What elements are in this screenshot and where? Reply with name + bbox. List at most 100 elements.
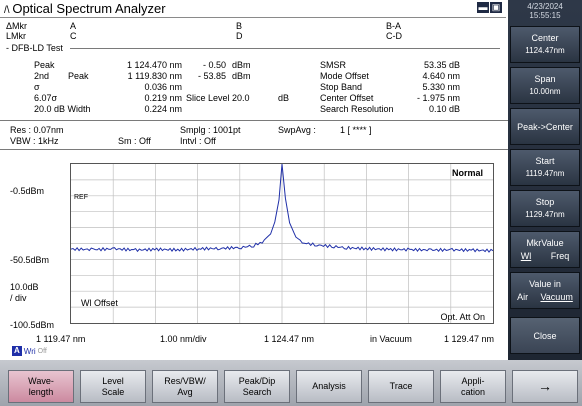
- section-rule: [70, 48, 500, 49]
- span-button-value: 10.00nm: [529, 87, 561, 96]
- marker-b-minus-a-label: B-A: [386, 21, 402, 31]
- level-scale-function-button[interactable]: Level Scale: [80, 370, 146, 403]
- optical-attenuator-label: Opt. Att On: [440, 312, 485, 322]
- peak-dip-search-function-button[interactable]: Peak/Dip Search: [224, 370, 290, 403]
- start-button-label: Start: [535, 156, 555, 166]
- stop-button-label: Stop: [535, 197, 555, 207]
- result-value: 53.35 dB: [423, 60, 460, 70]
- marker-value-options: Wl Freq: [511, 251, 579, 261]
- start-button-value: 1119.47nm: [525, 169, 565, 178]
- wavelength-offset-label: Wl Offset: [81, 298, 118, 308]
- value-in-label: Value in: [529, 279, 561, 289]
- marker-d-label: D: [236, 31, 243, 41]
- result-unit2: dB: [278, 93, 290, 103]
- display-mode-label: Normal: [451, 168, 483, 178]
- time-label: 15:55:15: [529, 11, 561, 20]
- span-button[interactable]: Span 10.00nm: [510, 67, 580, 104]
- result-value2: - 0.50: [202, 60, 226, 70]
- analysis-function-button[interactable]: Analysis: [296, 370, 362, 403]
- result-label: Search Resolution: [320, 104, 394, 114]
- trace-a-tag: A: [12, 346, 22, 356]
- reference-level-label: -0.5dBm: [10, 186, 45, 196]
- plot-grid: [71, 164, 493, 323]
- result-value: 0.10 dB: [428, 104, 460, 114]
- center-button-value: 1124.47nm: [525, 46, 565, 55]
- app-title: /\ Optical Spectrum Analyzer: [4, 1, 166, 16]
- marker-b-label: B: [236, 21, 243, 31]
- wavelength-function-button[interactable]: Wave- length: [8, 370, 74, 403]
- date-time: 4/23/2024 15:55:15: [509, 2, 581, 20]
- value-in-options: Air Vacuum: [511, 292, 579, 302]
- result-value: - 1.975 nm: [416, 93, 460, 103]
- x-per-div-label: 1.00 nm/div: [160, 334, 207, 344]
- result-value: 5.330 nm: [422, 82, 460, 92]
- vacuum-option[interactable]: Vacuum: [540, 292, 573, 302]
- smoothing-setting[interactable]: Sm : Off: [118, 136, 151, 146]
- close-button-label: Close: [533, 331, 557, 341]
- vbw-setting[interactable]: VBW : 1kHz: [10, 136, 59, 146]
- marker-value-button[interactable]: MkrValue Wl Freq: [510, 231, 580, 268]
- stop-button-value: 1129.47nm: [525, 210, 565, 219]
- sampling-setting[interactable]: Smplg : 1001pt: [180, 125, 241, 135]
- peak-to-center-button[interactable]: Peak->Center: [510, 108, 580, 145]
- result-value: 4.640 nm: [422, 71, 460, 81]
- date-label: 4/23/2024: [527, 2, 563, 11]
- section-title: - DFB-LD Test: [6, 43, 63, 53]
- marker-c-minus-d-label: C-D: [386, 31, 402, 41]
- bottom-level-label: -100.5dBm: [10, 320, 55, 330]
- scale-label: 10.0dB / div: [10, 282, 39, 303]
- delta-marker-label: ΔMkr: [6, 21, 28, 31]
- mid-level-label: -50.5dBm: [10, 255, 50, 265]
- reference-tag: REF: [74, 194, 88, 201]
- result-label: 20.0 dB Width: [34, 104, 91, 114]
- trace-off-label: Off: [37, 347, 47, 355]
- result-mid: Peak: [68, 71, 89, 81]
- marker-value-label: MkrValue: [526, 238, 564, 248]
- sweep-average-value: 1 [ **** ]: [340, 125, 372, 135]
- result-label: σ: [34, 82, 40, 92]
- close-button[interactable]: Close: [510, 317, 580, 354]
- minimize-button[interactable]: ▬: [477, 2, 489, 13]
- slice-level: Slice Level 20.0: [186, 93, 250, 103]
- line-marker-label: LMkr: [6, 31, 26, 41]
- result-label: SMSR: [320, 60, 347, 70]
- marker-a-label: A: [70, 21, 77, 31]
- trace-a-line: [71, 164, 493, 253]
- next-page-arrow-icon[interactable]: →: [512, 370, 578, 403]
- stop-button[interactable]: Stop 1129.47nm: [510, 190, 580, 227]
- sweep-average-setting[interactable]: SwpAvg :: [278, 125, 316, 135]
- value-in-button[interactable]: Value in Air Vacuum: [510, 272, 580, 309]
- restore-button[interactable]: ▣: [490, 2, 502, 13]
- frequency-option[interactable]: Freq: [550, 251, 570, 261]
- medium-label: in Vacuum: [370, 334, 412, 344]
- x-stop-label: 1 129.47 nm: [444, 334, 495, 344]
- marker-c-label: C: [70, 31, 77, 41]
- x-center-label: 1 124.47 nm: [264, 334, 315, 344]
- window-controls: ▬ ▣: [477, 2, 502, 13]
- application-function-button[interactable]: Appli- cation: [440, 370, 506, 403]
- trace-indicator[interactable]: A Wri Off: [12, 346, 47, 356]
- trace-function-button[interactable]: Trace: [368, 370, 434, 403]
- result-unit2: dBm: [232, 60, 251, 70]
- center-button[interactable]: Center 1124.47nm: [510, 26, 580, 63]
- result-value: 1 119.830 nm: [127, 71, 182, 81]
- peak-to-center-label: Peak->Center: [517, 122, 573, 132]
- result-label: Stop Band: [320, 82, 363, 92]
- air-option[interactable]: Air: [517, 292, 529, 302]
- result-value: 0.219 nm: [144, 93, 182, 103]
- result-value: 0.224 nm: [144, 104, 182, 114]
- center-button-label: Center: [531, 33, 559, 43]
- result-label: Mode Offset: [320, 71, 369, 81]
- display-screen: /\ Optical Spectrum Analyzer ▬ ▣ ΔMkr A …: [0, 0, 508, 360]
- start-button[interactable]: Start 1119.47nm: [510, 149, 580, 186]
- spectrum-plot[interactable]: REF Normal Wl Offset Opt. Att On: [70, 163, 494, 324]
- res-vbw-avg-function-button[interactable]: Res/VBW/ Avg: [152, 370, 218, 403]
- result-value: 0.036 nm: [144, 82, 182, 92]
- title-bar: /\ Optical Spectrum Analyzer ▬ ▣: [0, 0, 506, 18]
- interval-setting[interactable]: Intvl : Off: [180, 136, 216, 146]
- resolution-setting[interactable]: Res : 0.07nm: [10, 125, 64, 135]
- wavelength-option[interactable]: Wl: [520, 251, 532, 261]
- result-label: Center Offset: [320, 93, 374, 103]
- result-label: Peak: [34, 60, 55, 70]
- result-value2: - 53.85: [197, 71, 226, 81]
